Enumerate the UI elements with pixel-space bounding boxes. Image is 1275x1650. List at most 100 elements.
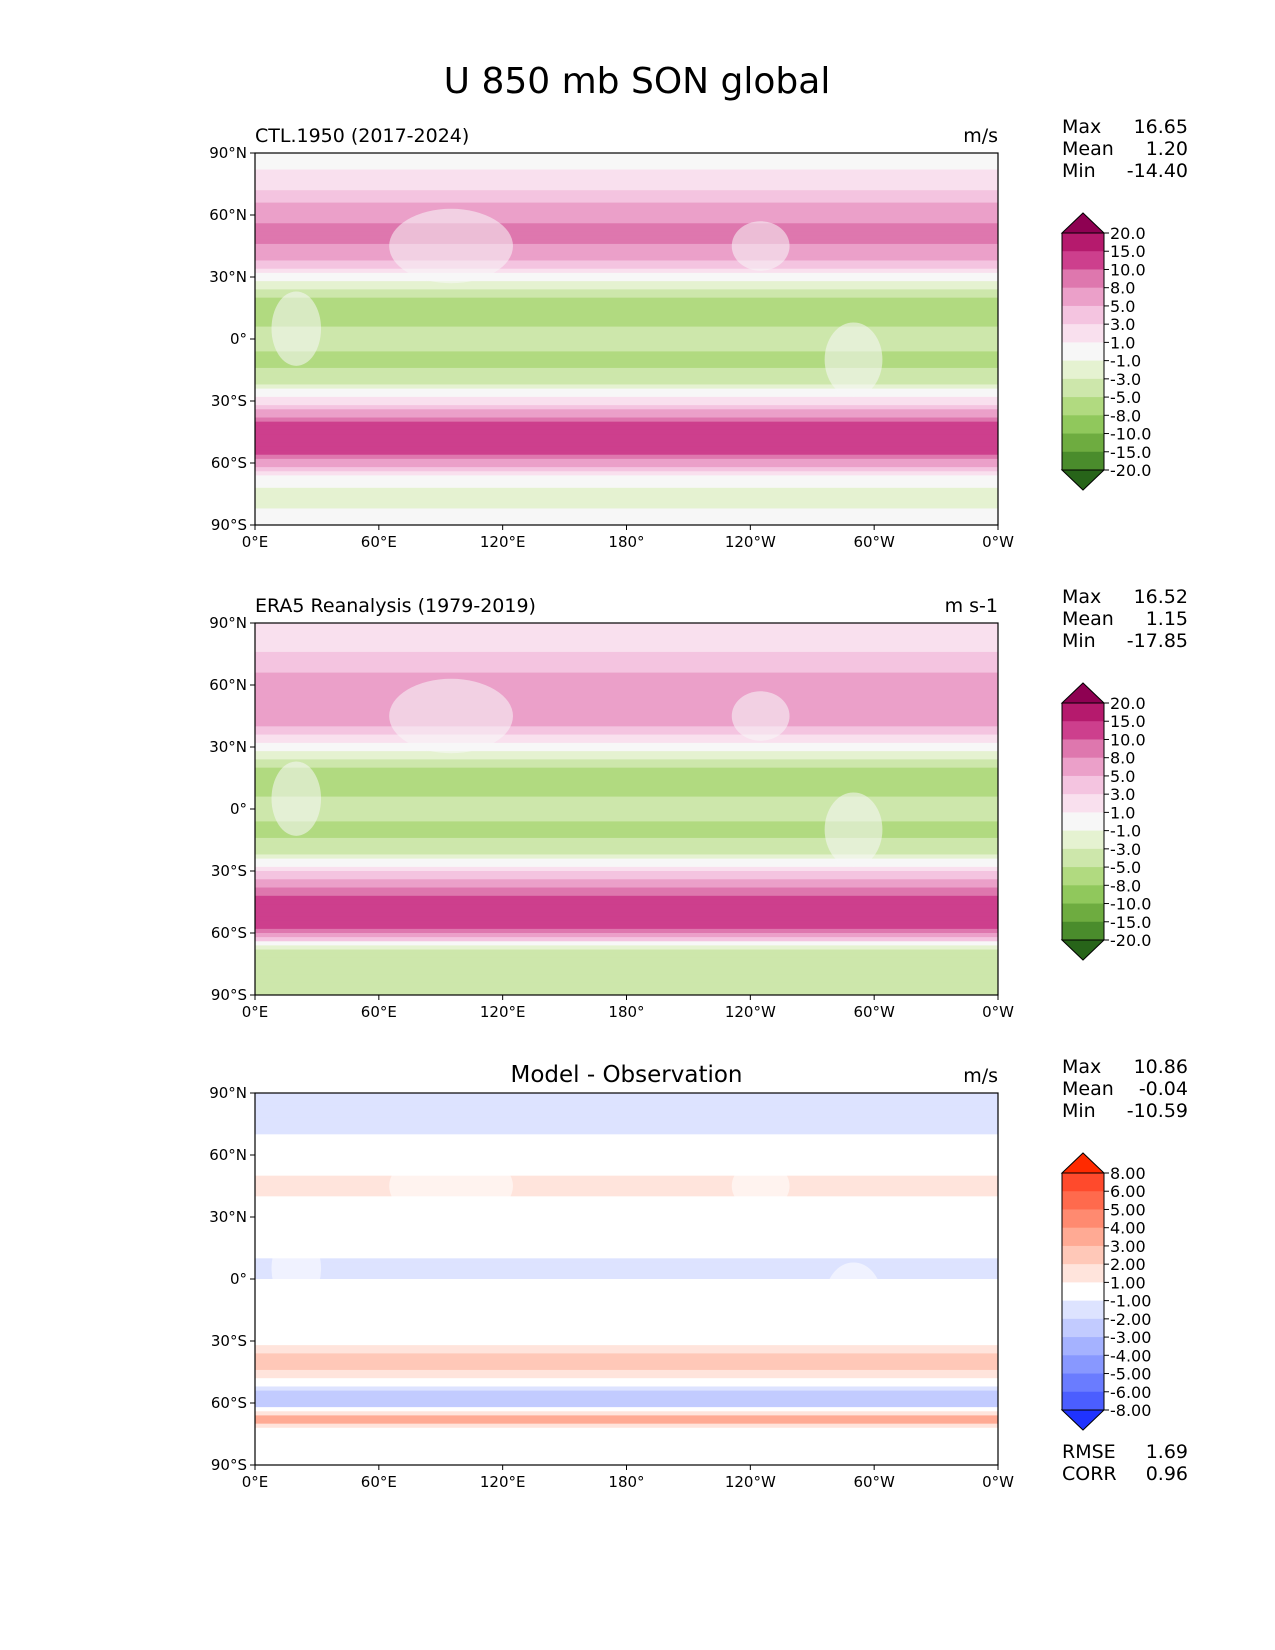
contour-band xyxy=(255,190,998,195)
y-tick-label: 30°S xyxy=(211,862,247,880)
contour-band xyxy=(255,256,998,262)
wind-field xyxy=(255,1093,998,1465)
contour-band xyxy=(255,376,998,381)
contour-band xyxy=(255,1279,998,1284)
contour-band xyxy=(255,425,998,431)
contour-band xyxy=(255,429,998,435)
contour-band xyxy=(255,1142,998,1148)
contour-band xyxy=(255,347,998,352)
colorbar-tick-label: 1.00 xyxy=(1110,1273,1146,1292)
stat-value: 0.96 xyxy=(1146,1463,1188,1485)
contour-band xyxy=(255,1093,998,1098)
land-region xyxy=(824,792,883,867)
contour-band xyxy=(255,508,998,514)
land-region xyxy=(389,678,513,754)
colorbar-tick-label: 10.0 xyxy=(1110,260,1146,279)
land-region xyxy=(389,208,513,284)
contour-band xyxy=(255,986,998,992)
x-tick-label: 180° xyxy=(608,1003,644,1021)
contour-band xyxy=(255,945,998,951)
contour-band xyxy=(255,177,998,183)
colorbar-segment xyxy=(1062,342,1104,362)
contour-band xyxy=(255,487,998,493)
y-tick-label: 60°S xyxy=(211,1394,247,1412)
contour-band xyxy=(255,656,998,661)
contour-band xyxy=(255,751,998,756)
colorbar-segment xyxy=(1062,721,1104,740)
contour-band xyxy=(255,1357,998,1363)
contour-band xyxy=(255,928,998,934)
colorbar: 20.015.010.08.05.03.01.0-1.0-3.0-5.0-8.0… xyxy=(1060,682,1151,961)
contour-band xyxy=(255,961,998,967)
colorbar-segment xyxy=(1062,287,1104,307)
contour-band xyxy=(255,293,998,299)
contour-band xyxy=(255,871,998,876)
colorbar-tick-label: -10.0 xyxy=(1110,895,1151,914)
contour-band xyxy=(255,730,998,736)
contour-band xyxy=(255,1407,998,1412)
contour-band xyxy=(255,978,998,984)
colorbar: 20.015.010.08.05.03.01.0-1.0-3.0-5.0-8.0… xyxy=(1060,212,1151,491)
units-label: m s-1 xyxy=(945,595,998,617)
map-panel: 0°E 60°E 120°E 180° 120°W 60°W 0°W 90°N 60°N 30°N… xyxy=(209,1056,1188,1491)
colorbar-tick-label: -3.00 xyxy=(1110,1328,1151,1347)
contour-band xyxy=(255,924,998,930)
contour-band xyxy=(255,788,998,794)
contour-band xyxy=(255,1237,998,1243)
contour-band xyxy=(255,1134,998,1140)
contour-band xyxy=(255,722,998,727)
contour-band xyxy=(255,916,998,922)
x-tick-label: 120°W xyxy=(725,533,776,551)
contour-band xyxy=(255,837,998,843)
y-tick-label: 90°N xyxy=(209,144,247,162)
contour-band xyxy=(255,763,998,769)
stat-label: Mean xyxy=(1062,138,1114,160)
contour-band xyxy=(255,277,998,282)
contour-band xyxy=(255,813,998,818)
contour-band xyxy=(255,933,998,938)
colorbar-segment xyxy=(1062,1391,1104,1411)
colorbar-tick-label: 3.0 xyxy=(1110,315,1135,334)
contour-band xyxy=(255,219,998,224)
map-panel: 0°E 60°E 120°E 180° 120°W 60°W 0°W 90°N 60°N 30°N… xyxy=(209,116,1188,551)
contour-band xyxy=(255,310,998,315)
contour-band xyxy=(255,891,998,897)
colorbar-tick-label: 5.0 xyxy=(1110,297,1135,316)
contour-band xyxy=(255,1419,998,1425)
contour-band xyxy=(255,651,998,657)
land-region xyxy=(824,322,883,397)
contour-band xyxy=(255,1105,998,1111)
y-tick-label: 30°S xyxy=(211,1332,247,1350)
contour-band xyxy=(255,693,998,698)
colorbar-segment xyxy=(1062,305,1104,325)
contour-band xyxy=(255,1130,998,1135)
land-region xyxy=(271,291,322,366)
contour-band xyxy=(255,1411,998,1416)
contour-band xyxy=(255,887,998,893)
contour-band xyxy=(255,1117,998,1123)
contour-band xyxy=(255,326,998,332)
colorbar-tick-label: 10.0 xyxy=(1110,730,1146,749)
contour-band xyxy=(255,194,998,200)
contour-band xyxy=(255,235,998,241)
colorbar-tick-label: -5.0 xyxy=(1110,388,1141,407)
contour-band xyxy=(255,784,998,789)
contour-band xyxy=(255,817,998,822)
contour-band xyxy=(255,471,998,476)
colorbar-tick-label: 8.0 xyxy=(1110,749,1135,768)
colorbar-segment xyxy=(1062,867,1104,886)
contour-band xyxy=(255,1436,998,1441)
contour-band xyxy=(255,883,998,889)
x-tick-label: 60°E xyxy=(361,1003,397,1021)
colorbar-segment xyxy=(1062,1173,1104,1192)
contour-band xyxy=(255,718,998,723)
contour-band xyxy=(255,627,998,632)
colorbar: 8.006.005.004.003.002.001.00-1.00-2.00-3… xyxy=(1060,1152,1151,1431)
contour-band xyxy=(255,1258,998,1264)
colorbar-tick-label: 4.00 xyxy=(1110,1219,1146,1238)
colorbar-segment xyxy=(1062,921,1104,941)
y-tick-label: 30°N xyxy=(209,1208,247,1226)
contour-band xyxy=(255,1448,998,1454)
contour-band xyxy=(255,1245,998,1251)
contour-band xyxy=(255,1440,998,1445)
